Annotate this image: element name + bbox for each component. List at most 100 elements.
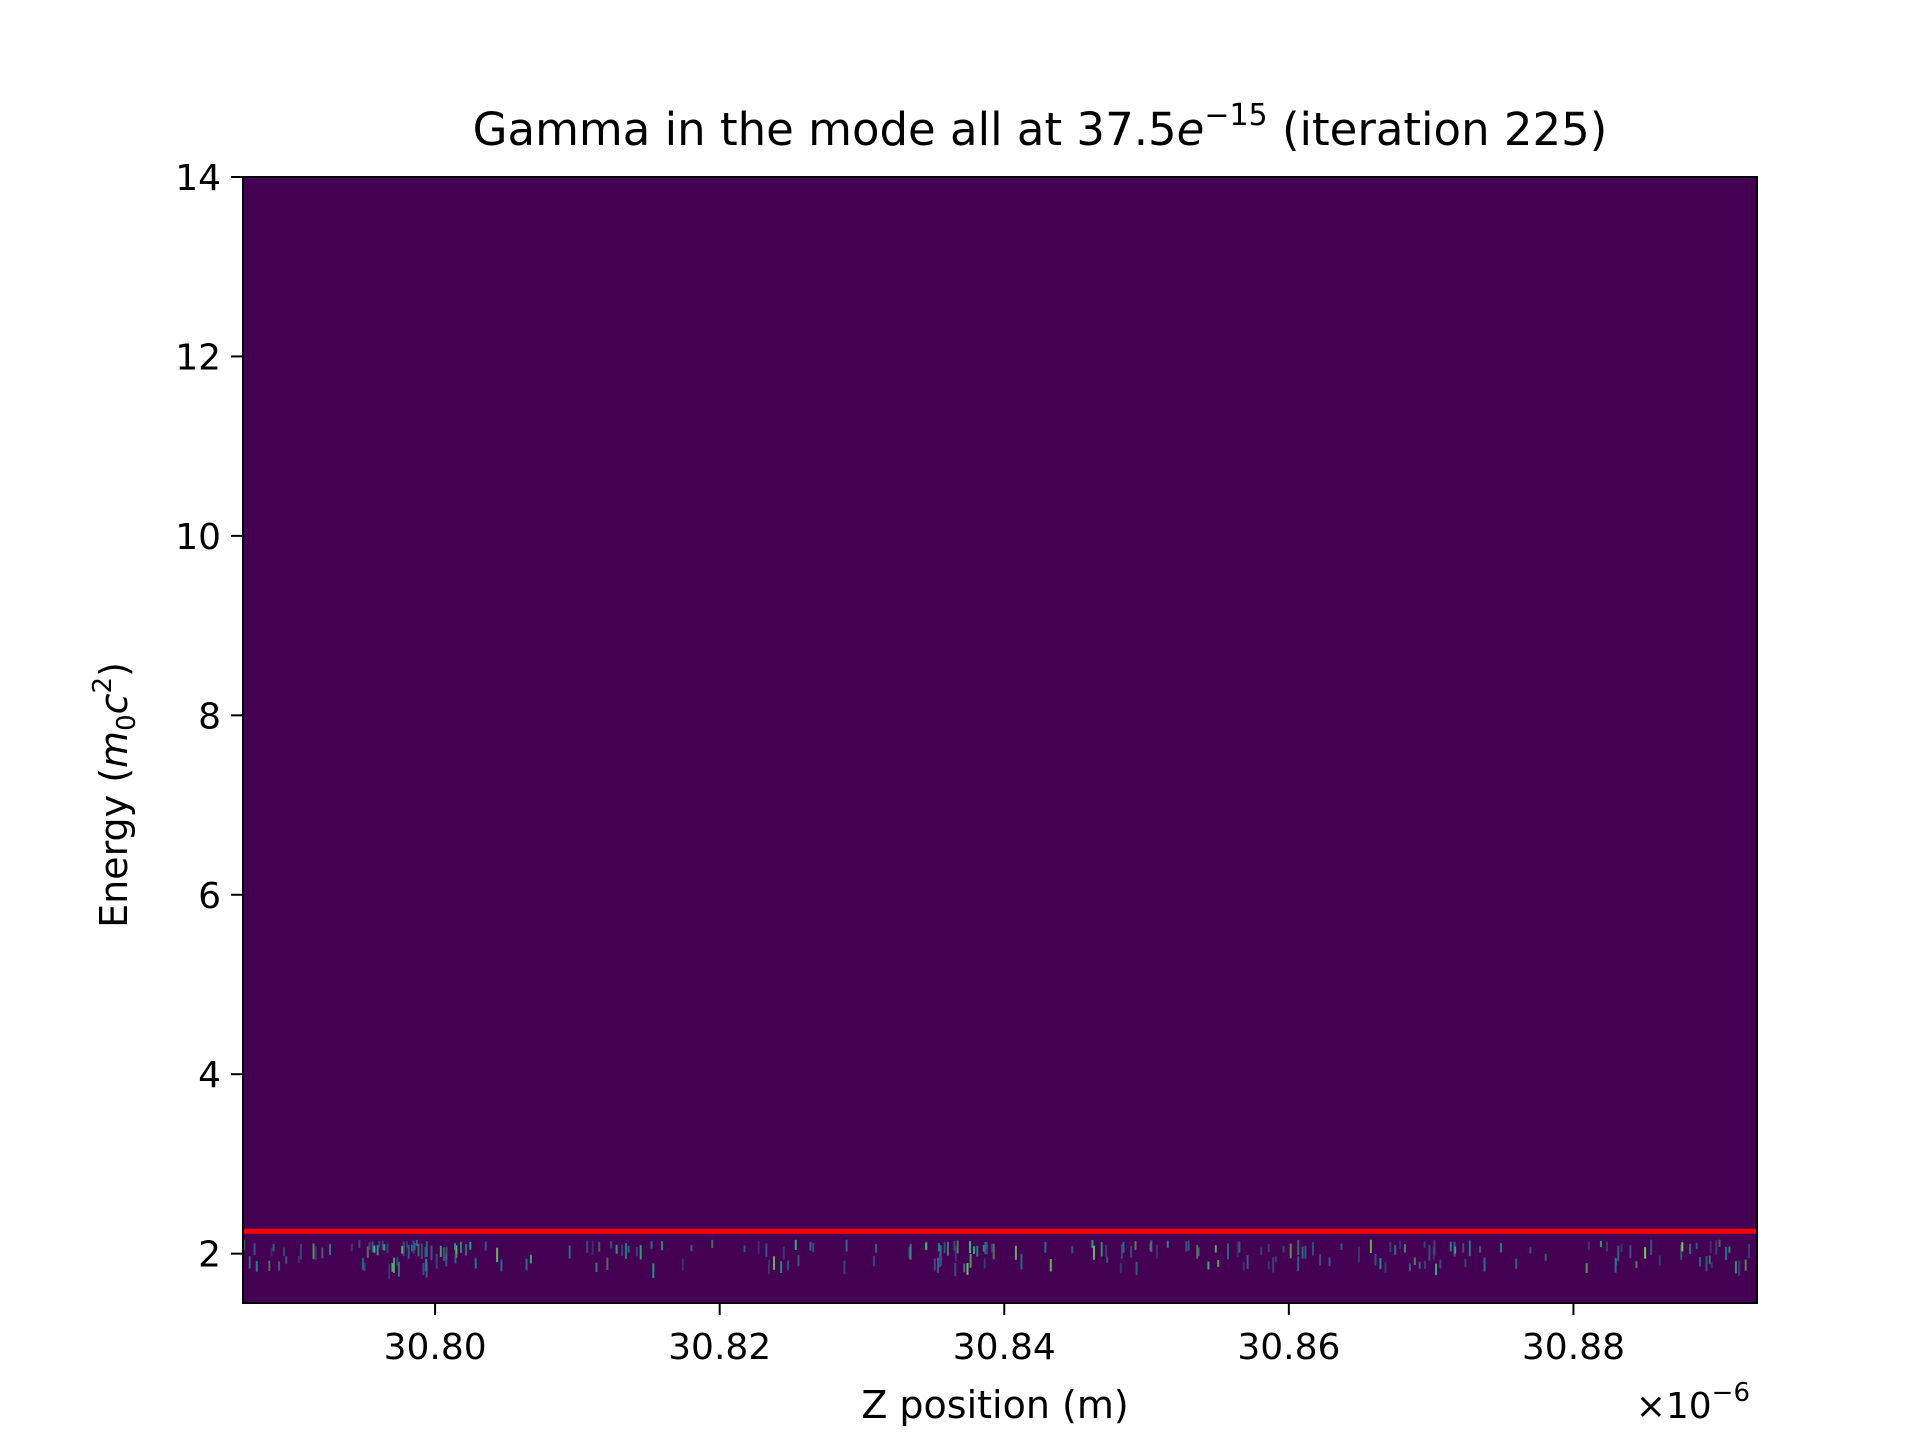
particle-streak: [420, 1243, 423, 1259]
particle-streak: [358, 1240, 361, 1248]
particle-streak: [425, 1262, 428, 1278]
particle-streak: [1357, 1246, 1360, 1263]
particle-streak: [1301, 1246, 1304, 1259]
particle-streak: [424, 1246, 427, 1258]
particle-streak: [908, 1247, 911, 1259]
particle-streak: [474, 1258, 477, 1269]
particle-streak: [373, 1245, 376, 1253]
particle-streak: [690, 1245, 693, 1252]
particle-streak: [797, 1255, 800, 1266]
particle-streak: [1413, 1257, 1416, 1265]
particle-streak: [1267, 1261, 1270, 1270]
particle-streak: [1483, 1257, 1486, 1272]
y-tick-label: 2: [198, 1235, 221, 1276]
x-offset-label: ×10−6: [1636, 1378, 1750, 1427]
particle-streak: [992, 1243, 995, 1260]
particle-streak: [1728, 1246, 1731, 1253]
particle-streak: [652, 1263, 655, 1278]
y-tick-label: 14: [175, 158, 221, 199]
particle-streak: [363, 1262, 366, 1271]
x-tick-label: 30.84: [953, 1327, 1056, 1368]
particle-streak: [1681, 1242, 1684, 1252]
particle-streak: [1617, 1245, 1620, 1262]
particle-streak: [484, 1241, 487, 1251]
particle-streak: [1105, 1245, 1108, 1257]
particle-streak: [1464, 1258, 1467, 1268]
particle-streak: [1658, 1255, 1661, 1266]
particle-streak: [383, 1244, 386, 1251]
particle-streak: [1149, 1243, 1152, 1251]
particle-streak: [1217, 1260, 1220, 1267]
particle-streak: [635, 1247, 638, 1257]
particle-streak: [411, 1244, 413, 1252]
particle-streak: [986, 1244, 989, 1255]
particle-streak: [417, 1243, 420, 1257]
particle-streak: [586, 1240, 589, 1253]
y-label-sup: 2: [88, 677, 118, 694]
particle-streak: [1515, 1258, 1518, 1269]
particle-streak: [397, 1261, 400, 1277]
particle-streak: [943, 1242, 946, 1253]
particle-streak: [1644, 1247, 1647, 1259]
particle-streak: [1433, 1240, 1436, 1256]
particle-streak: [939, 1245, 942, 1260]
particle-streak: [1699, 1257, 1701, 1267]
particle-streak: [768, 1259, 771, 1274]
x-tick-label: 30.86: [1237, 1327, 1340, 1368]
x-axis: 30.80 30.82 30.84 30.86 30.88: [384, 1303, 1625, 1368]
particle-streak: [248, 1256, 251, 1269]
particle-streak: [422, 1262, 425, 1275]
particle-streak: [350, 1243, 353, 1252]
particle-streak: [283, 1247, 285, 1257]
particle-streak: [990, 1243, 993, 1253]
particle-streak: [595, 1262, 598, 1272]
particle-streak: [415, 1239, 418, 1246]
particle-streak: [983, 1258, 986, 1269]
particle-streak: [591, 1240, 594, 1255]
particle-streak: [396, 1257, 399, 1266]
particle-streak: [272, 1243, 275, 1252]
particle-streak: [1389, 1242, 1392, 1252]
particle-streak: [1196, 1245, 1199, 1259]
particle-streak: [439, 1245, 442, 1257]
particle-streak: [1150, 1240, 1153, 1252]
particle-streak: [1100, 1242, 1103, 1257]
x-tick-label: 30.82: [668, 1327, 771, 1368]
particle-streak: [956, 1240, 959, 1254]
particle-streak: [939, 1254, 941, 1268]
particle-streak: [757, 1241, 760, 1254]
particle-streak: [1587, 1241, 1590, 1251]
particle-streak: [430, 1245, 433, 1260]
title-base: e: [1177, 103, 1205, 156]
particle-streak: [1468, 1240, 1471, 1257]
particle-streak: [1197, 1247, 1200, 1257]
particle-streak: [954, 1263, 957, 1277]
particle-streak: [1435, 1263, 1437, 1276]
particle-streak: [1227, 1243, 1229, 1260]
particle-streak: [1394, 1245, 1397, 1255]
particle-streak: [1214, 1245, 1217, 1253]
particle-streak: [1272, 1257, 1275, 1273]
particle-streak: [1689, 1243, 1692, 1255]
particle-streak: [1319, 1254, 1322, 1266]
y-tick-label: 8: [198, 696, 221, 737]
particle-streak: [845, 1239, 848, 1252]
particle-streak: [1620, 1243, 1623, 1253]
particle-streak: [1695, 1242, 1698, 1250]
particle-streak: [445, 1246, 448, 1261]
particle-streak: [425, 1241, 428, 1257]
particle-streak: [299, 1243, 302, 1260]
particle-streak: [780, 1261, 783, 1273]
particle-streak: [782, 1246, 785, 1260]
particle-streak: [285, 1256, 288, 1264]
particle-streak: [1267, 1243, 1270, 1252]
particle-streak: [1049, 1259, 1052, 1272]
particle-streak: [529, 1254, 532, 1264]
particle-streak: [794, 1239, 797, 1250]
particle-streak: [1585, 1263, 1588, 1273]
particle-streak: [872, 1256, 875, 1267]
particle-streak: [1709, 1241, 1712, 1253]
particle-streak: [361, 1257, 364, 1270]
particle-streak: [1297, 1240, 1300, 1255]
particle-streak: [1340, 1243, 1343, 1250]
